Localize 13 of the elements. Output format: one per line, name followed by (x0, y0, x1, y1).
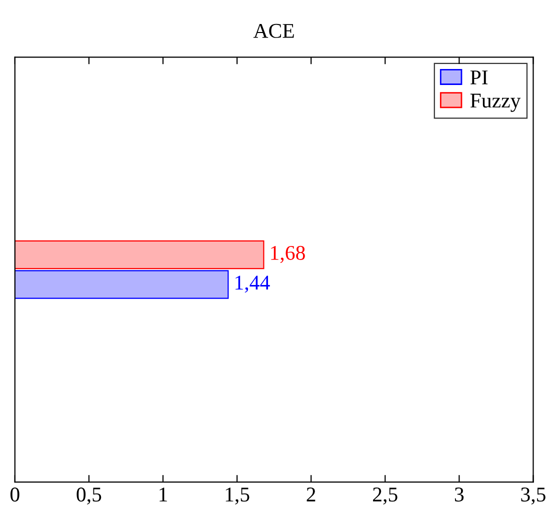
x-tick-label: 2 (306, 488, 316, 502)
chart-title: ACE (253, 24, 294, 38)
data-label: 1,68 (271, 246, 305, 263)
x-tick-label: 0 (10, 488, 20, 502)
legend-label: PI (470, 70, 488, 84)
data-label: 1,44 (236, 276, 270, 293)
x-tick-label: 2,5 (373, 488, 398, 505)
x-tick-label: 3 (454, 488, 464, 502)
x-tick-label: 3,5 (521, 488, 546, 505)
legend-label: Fuzzy (470, 94, 521, 112)
x-tick-label: 1,5 (226, 488, 250, 505)
x-tick-label: 0,5 (76, 488, 102, 505)
x-tick-label: 1 (160, 488, 167, 502)
